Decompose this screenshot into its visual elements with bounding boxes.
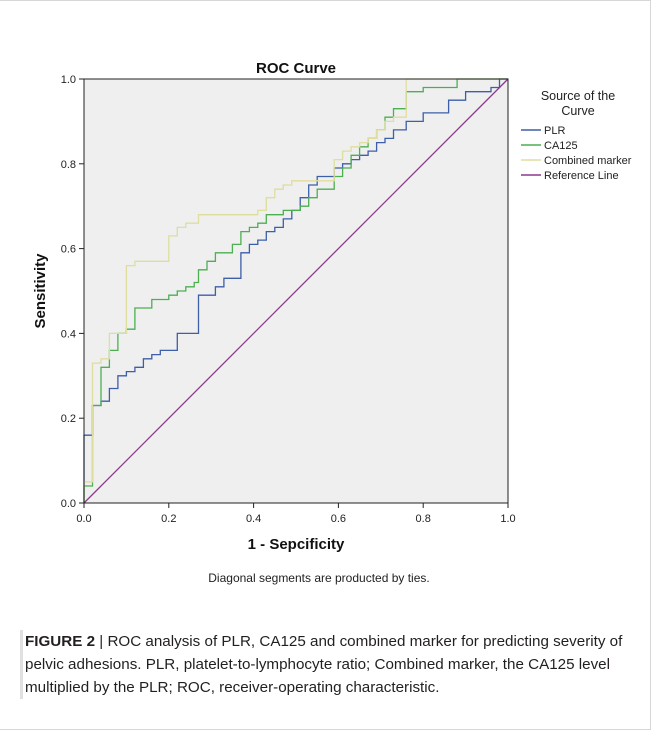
legend-entry-label: CA125 [544,140,578,152]
legend-title: Source of the Curve [541,89,615,118]
x-tick-label: 0.8 [416,513,431,525]
y-tick-label: 0.0 [61,498,76,510]
figure-caption: FIGURE 2 | ROC analysis of PLR, CA125 an… [20,630,635,699]
caption-separator: | [95,633,108,650]
y-tick-label: 0.6 [61,244,76,256]
y-tick-label: 0.2 [61,413,76,425]
x-tick-label: 0.2 [161,513,176,525]
x-tick-label: 1.0 [500,513,515,525]
caption-label: FIGURE 2 [25,633,96,650]
x-tick-label: 0.6 [331,513,346,525]
x-axis-label: 1 - Sepcificity [248,536,345,553]
series-line-combined-marker [83,78,508,503]
plot-border [83,78,509,504]
footnote: Diagonal segments are producted by ties. [208,571,429,585]
roc-chart: 0.0 0.2 0.4 0.6 0.8 1.0 0.0 0.2 0.4 0.6 0.8 1.0 ROC… [32,60,632,585]
legend-entry-label: Reference Line [544,170,619,182]
y-tick-label: 1.0 [61,74,76,86]
y-tick-label: 0.4 [61,328,76,340]
y-axis-label: Sensitivity [32,253,49,329]
caption-text: ROC analysis of PLR, CA125 and combined … [25,633,623,696]
x-tick-label: 0.0 [76,513,91,525]
series-line-reference-line [83,78,509,504]
legend-entry-label: Combined marker [544,155,632,167]
chart-title: ROC Curve [256,60,336,77]
legend: Source of the Curve PLR CA125 Combined marke… [521,89,632,182]
x-tick-label: 0.4 [246,513,261,525]
series-layer [83,78,509,504]
series-line-plr [83,78,508,503]
legend-entry-label: PLR [544,125,565,137]
y-tick-label: 0.8 [61,159,76,171]
axis-layer: 0.0 0.2 0.4 0.6 0.8 1.0 0.0 0.2 0.4 0.6 0.8 1.0 [61,74,516,525]
